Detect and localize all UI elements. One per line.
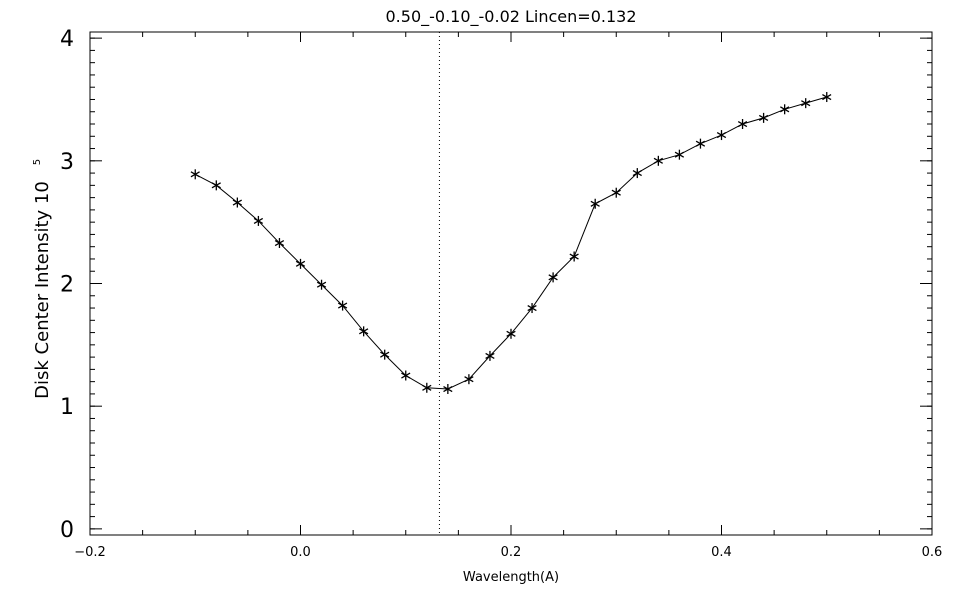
data-point [527,303,537,314]
asterisk-stroke [801,100,811,107]
asterisk-stroke [590,200,600,207]
x-tick-labels: −0.2 0.0 0.2 0.4 0.6 [74,545,942,560]
asterisk-stroke [506,330,516,337]
data-point [737,119,748,130]
asterisk-stroke [758,114,769,121]
asterisk-stroke [548,274,558,281]
asterisk-stroke [380,351,390,358]
asterisk-stroke [674,151,685,158]
data-point [358,326,369,337]
asterisk-stroke [337,302,348,309]
x-tick-label: 0.0 [290,545,311,560]
data-point [569,251,579,262]
asterisk-stroke [316,281,327,288]
x-tick-label: 0.4 [711,545,732,560]
asterisk-stroke [401,372,411,379]
asterisk-stroke [253,217,264,224]
y-tick-label: 1 [60,395,74,420]
asterisk-stroke [190,171,200,178]
data-point [190,169,200,180]
y-tick-label: 2 [60,273,74,298]
asterisk-stroke [464,376,474,383]
data-point [232,197,243,208]
data-point [674,149,685,160]
data-point [779,104,790,115]
y-tick-label: 4 [60,27,74,52]
data-point [337,300,348,311]
series-line [195,96,827,390]
data-point [211,180,221,191]
data-point [590,198,600,209]
asterisk-stroke [653,157,664,164]
data-point [422,382,432,393]
data-point [611,187,621,198]
asterisk-stroke [422,384,432,391]
asterisk-stroke [274,239,285,247]
data-point [316,279,327,290]
y-axis-label-group: Disk Center Intensity 10 5 [32,159,53,399]
data-point [464,374,474,385]
data-point [822,92,832,103]
data-point [380,349,390,360]
data-point [443,384,453,395]
y-axis-label-exponent: 5 [32,159,43,165]
data-point [801,98,811,109]
asterisk-stroke [632,170,642,177]
data-point [506,328,516,339]
asterisk-stroke [358,328,369,335]
asterisk-stroke [295,260,306,267]
x-tick-label: 0.2 [501,545,522,560]
asterisk-stroke [737,120,748,128]
asterisk-stroke [569,253,579,260]
data-point [716,130,727,141]
asterisk-stroke [232,199,243,206]
data-point [758,112,769,123]
data-point [485,350,495,361]
y-tick-label: 3 [60,150,74,175]
y-tick-label: 0 [60,518,74,543]
asterisk-stroke [779,106,790,113]
major-ticks [89,32,933,535]
y-tick-labels: 0 1 2 3 4 [60,27,74,543]
data-point [295,258,306,269]
y-axis-label: Disk Center Intensity 10 [32,181,53,399]
x-tick-label: 0.6 [922,545,943,560]
asterisk-stroke [611,189,621,196]
data-point [401,370,411,381]
chart-title: 0.50_-0.10_-0.02 Lincen=0.132 [386,7,637,27]
asterisk-stroke [716,131,727,139]
data-point [695,138,706,149]
asterisk-stroke [443,385,453,393]
x-tick-label: −0.2 [74,545,106,560]
x-axis-label: Wavelength(A) [463,570,559,585]
data-point [632,168,642,179]
data-point [253,215,264,226]
data-point [274,238,285,249]
data-markers [190,92,832,395]
data-point [548,272,558,283]
asterisk-stroke [527,304,537,312]
asterisk-stroke [822,93,832,101]
asterisk-stroke [211,182,221,189]
asterisk-stroke [695,140,706,147]
asterisk-stroke [485,352,495,359]
data-point [653,155,664,166]
